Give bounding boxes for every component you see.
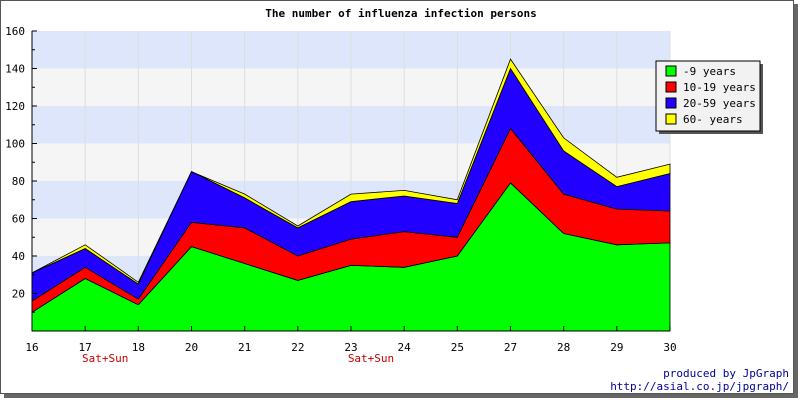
y-tick-label: 160: [5, 25, 25, 38]
area-series-60-years: [31, 58, 671, 285]
chart-title: The number of influenza infection person…: [265, 7, 537, 20]
y-tick-label: 140: [5, 63, 25, 76]
weekend-annotation: Sat+Sun: [348, 352, 394, 365]
x-tick-label: 17: [79, 341, 92, 354]
axes: 20 40 60 80 100 120 140 160 16 17 18 20 21 22 23 24 25 27…: [5, 25, 677, 365]
legend-label: 10-19 years: [683, 81, 756, 94]
y-tick-label: 100: [5, 138, 25, 151]
y-tick-label: 40: [12, 250, 25, 263]
legend-swatch: [665, 65, 677, 77]
x-tick-label: 29: [610, 341, 623, 354]
x-tick-label: 20: [185, 341, 198, 354]
legend: -9 years 10-19 years 20-59 years 60- years: [655, 60, 763, 134]
x-tick-label: 30: [663, 341, 676, 354]
y-tick-label: 80: [12, 175, 25, 188]
x-tick-label: 28: [557, 341, 570, 354]
x-tick-label: 21: [238, 341, 251, 354]
y-tick-label: 20: [12, 288, 25, 301]
x-tick-label: 18: [132, 341, 145, 354]
chart-frame: The number of influenza infection person…: [0, 0, 794, 394]
area-chart: The number of influenza infection person…: [5, 7, 789, 393]
x-tick-label: 27: [504, 341, 517, 354]
x-tick-label: 22: [291, 341, 304, 354]
footer-produced-by: produced by JpGraph: [663, 367, 789, 380]
legend-label: -9 years: [683, 65, 736, 78]
y-tick-label: 120: [5, 100, 25, 113]
legend-label: 20-59 years: [683, 97, 756, 110]
legend-swatch: [665, 97, 677, 109]
legend-swatch: [665, 113, 677, 125]
x-tick-label: 23: [344, 341, 357, 354]
x-tick-label: 16: [25, 341, 38, 354]
y-tick-label: 60: [12, 213, 25, 226]
footer-url[interactable]: http://asial.co.jp/jpgraph/: [610, 380, 789, 393]
x-tick-label: 24: [398, 341, 412, 354]
legend-swatch: [665, 81, 677, 93]
legend-label: 60- years: [683, 113, 743, 126]
weekend-annotation: Sat+Sun: [82, 352, 128, 365]
x-tick-label: 25: [451, 341, 464, 354]
